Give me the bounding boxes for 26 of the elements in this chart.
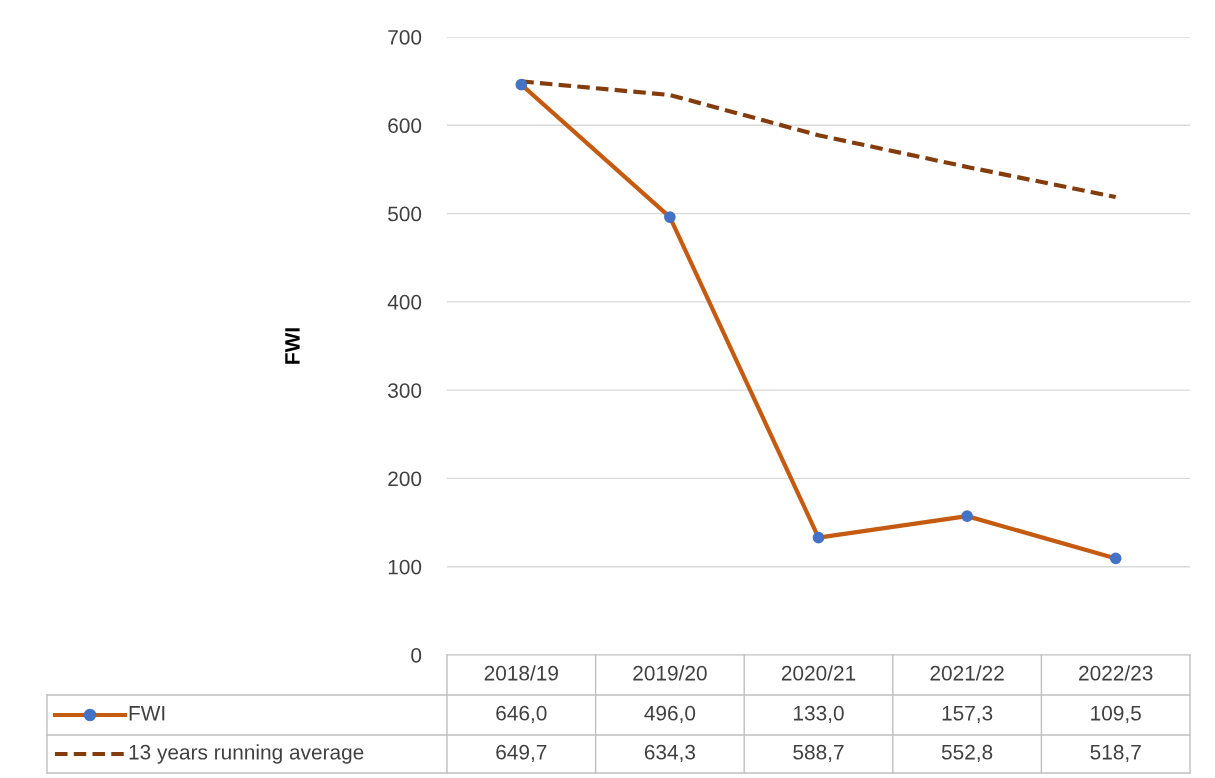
x-tick-label: 2019/20: [633, 665, 707, 681]
data-label: 109,5: [1091, 705, 1141, 724]
x-tick-label: 2018/19: [484, 665, 558, 681]
data-label: 646,0: [496, 705, 547, 724]
data-label: 588,7: [793, 744, 844, 763]
data-label: 634,3: [644, 744, 696, 763]
y-tick-label: 100: [388, 559, 422, 575]
x-tick-label: 2020/21: [781, 665, 856, 681]
data-label: 496,0: [644, 705, 696, 724]
legend-label: 13 years running average: [129, 744, 364, 764]
data-label: 649,7: [496, 744, 547, 763]
y-tick-label: 600: [388, 118, 422, 134]
y-tick-label: 0: [411, 648, 422, 663]
y-tick-label: 200: [388, 471, 422, 487]
x-tick-label: 2022/23: [1079, 665, 1153, 681]
y-axis-title: FWI: [285, 328, 300, 364]
data-label: 157,3: [942, 705, 993, 724]
y-tick-label: 500: [388, 206, 422, 222]
data-label: 552,8: [941, 744, 993, 763]
data-label: 518,7: [1090, 744, 1141, 763]
y-tick-label: 700: [388, 30, 422, 45]
data-label: 133,0: [794, 705, 844, 724]
y-tick-label: 300: [388, 383, 422, 398]
x-tick-label: 2021/22: [930, 665, 1004, 681]
y-tick-label: 400: [387, 294, 422, 310]
legend-label: FWI: [129, 706, 165, 721]
